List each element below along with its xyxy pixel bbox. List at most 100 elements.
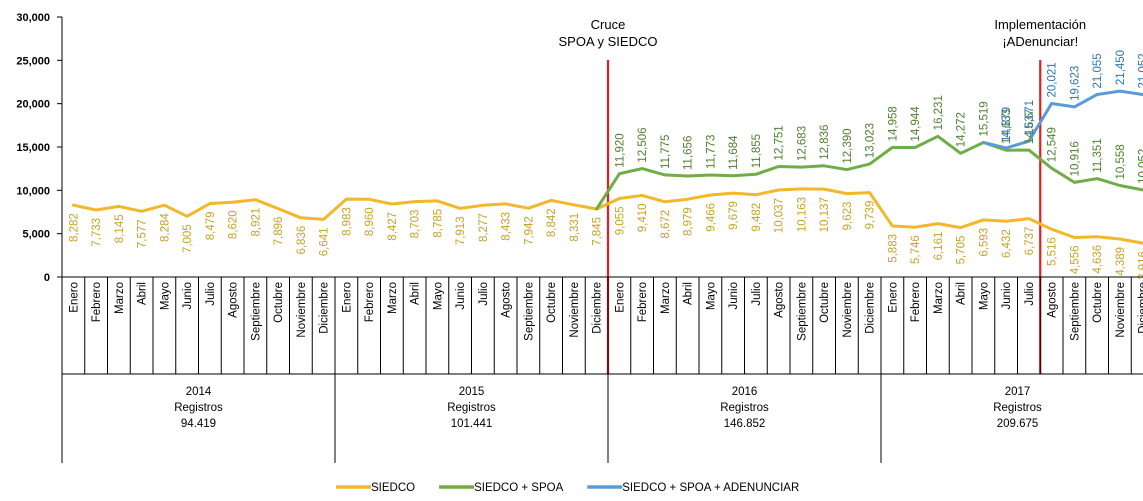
data-label: 8,284	[159, 213, 171, 242]
data-label: 10,558	[1115, 144, 1127, 179]
month-label: Octubre	[546, 282, 558, 323]
month-label: Marzo	[387, 282, 399, 314]
data-label: 14,633	[1001, 109, 1013, 144]
data-label: 6,836	[296, 226, 308, 255]
data-label: 8,979	[683, 207, 695, 236]
data-label: 15,519	[978, 101, 990, 136]
month-label: Abril	[410, 282, 422, 305]
data-label: 4,389	[1115, 247, 1127, 276]
y-tick-label: 20,000	[16, 99, 50, 111]
data-label: 8,331	[569, 213, 581, 242]
data-label: 14,879	[1001, 107, 1013, 142]
data-label: 8,433	[501, 212, 513, 241]
data-label: 6,432	[1001, 229, 1013, 258]
month-label: Julio	[751, 282, 763, 306]
data-label: 8,983	[341, 207, 353, 236]
y-tick-label: 15,000	[16, 142, 50, 154]
data-label: 7,577	[137, 219, 149, 248]
year-total: 146.852	[724, 418, 766, 430]
data-label: 7,896	[273, 217, 285, 246]
data-label: 5,883	[887, 234, 899, 263]
month-label: Agosto	[228, 282, 240, 318]
month-label: Abril	[956, 282, 968, 305]
data-label: 12,751	[774, 125, 786, 160]
data-label: 8,921	[250, 208, 262, 237]
data-label: 10,916	[1069, 141, 1081, 176]
month-label: Marzo	[114, 282, 126, 314]
month-label: Febrero	[91, 282, 103, 322]
data-label: 8,960	[364, 207, 376, 236]
year-total: 101.441	[451, 418, 493, 430]
series-line-2	[981, 89, 1143, 150]
year-label: 2015	[459, 386, 485, 398]
legend-label: SIEDCO + SPOA	[474, 482, 563, 494]
data-label: 14,958	[887, 106, 899, 141]
annotation-text: SPOA y SIEDCO	[559, 34, 658, 49]
data-label: 5,516	[1047, 237, 1059, 266]
data-label: 7,733	[91, 218, 103, 247]
annotation-text: Cruce	[591, 17, 626, 32]
data-label: 11,684	[728, 135, 740, 170]
month-label: Abril	[683, 282, 695, 305]
data-label: 9,623	[842, 202, 854, 231]
month-label: Julio	[205, 282, 217, 306]
legend-label: SIEDCO	[371, 482, 415, 494]
month-label: Agosto	[1047, 282, 1059, 318]
data-label: 9,739	[865, 201, 877, 230]
series-lines	[71, 89, 1143, 245]
data-label: 6,161	[933, 232, 945, 261]
month-label: Diciembre	[865, 282, 877, 334]
month-label: Junio	[455, 282, 467, 310]
month-label: Octubre	[819, 282, 831, 323]
data-label: 9,482	[751, 203, 763, 232]
month-label: Marzo	[660, 282, 672, 314]
data-label: 6,641	[319, 227, 331, 256]
data-label: 3,916	[1138, 251, 1143, 280]
data-label: 11,920	[614, 133, 626, 167]
y-tick-label: 0	[44, 272, 50, 284]
y-tick-label: 10,000	[16, 185, 50, 197]
year-registros-label: Registros	[720, 402, 769, 414]
data-labels: 8,282 7,733 8,145 7,577 8,284 7,005 8,479 8,620…	[68, 50, 1143, 280]
month-label: Julio	[1024, 282, 1036, 306]
month-label: Septiembre	[523, 282, 535, 341]
month-label: Enero	[68, 282, 80, 313]
month-label: Febrero	[637, 282, 649, 322]
month-label: Septiembre	[250, 282, 262, 341]
month-label: Febrero	[910, 282, 922, 322]
month-label: Julio	[478, 282, 490, 306]
data-label: 20,021	[1047, 62, 1059, 97]
data-label: 7,845	[592, 217, 604, 246]
data-label: 7,913	[455, 216, 467, 245]
month-label: Octubre	[273, 282, 285, 323]
data-label: 14,272	[956, 112, 968, 147]
data-label: 8,703	[410, 210, 422, 239]
data-label: 21,052	[1138, 53, 1143, 88]
data-label: 13,023	[865, 123, 877, 158]
data-label: 6,593	[978, 228, 990, 257]
month-label: Mayo	[978, 282, 990, 310]
month-label: Mayo	[432, 282, 444, 310]
year-registros-label: Registros	[993, 402, 1042, 414]
data-label: 9,679	[728, 201, 740, 230]
year-label: 2016	[732, 386, 758, 398]
data-label: 8,282	[68, 213, 80, 242]
data-label: 9,466	[705, 203, 717, 232]
month-label: Enero	[614, 282, 626, 313]
series-line-1	[595, 134, 1143, 211]
data-label: 7,942	[523, 216, 535, 245]
data-label: 14,637	[1024, 109, 1036, 144]
month-label: Abril	[137, 282, 149, 305]
data-label: 12,390	[842, 128, 854, 163]
month-label: Noviembre	[296, 282, 308, 338]
data-label: 5,746	[910, 235, 922, 264]
data-label: 8,479	[205, 212, 217, 241]
month-label: Diciembre	[319, 282, 331, 334]
data-label: 14,944	[910, 106, 922, 142]
year-total: 209.675	[997, 418, 1039, 430]
y-tick-label: 25,000	[16, 55, 50, 67]
data-label: 6,737	[1024, 227, 1036, 256]
series-line-0	[71, 187, 1143, 245]
month-label: Mayo	[159, 282, 171, 310]
